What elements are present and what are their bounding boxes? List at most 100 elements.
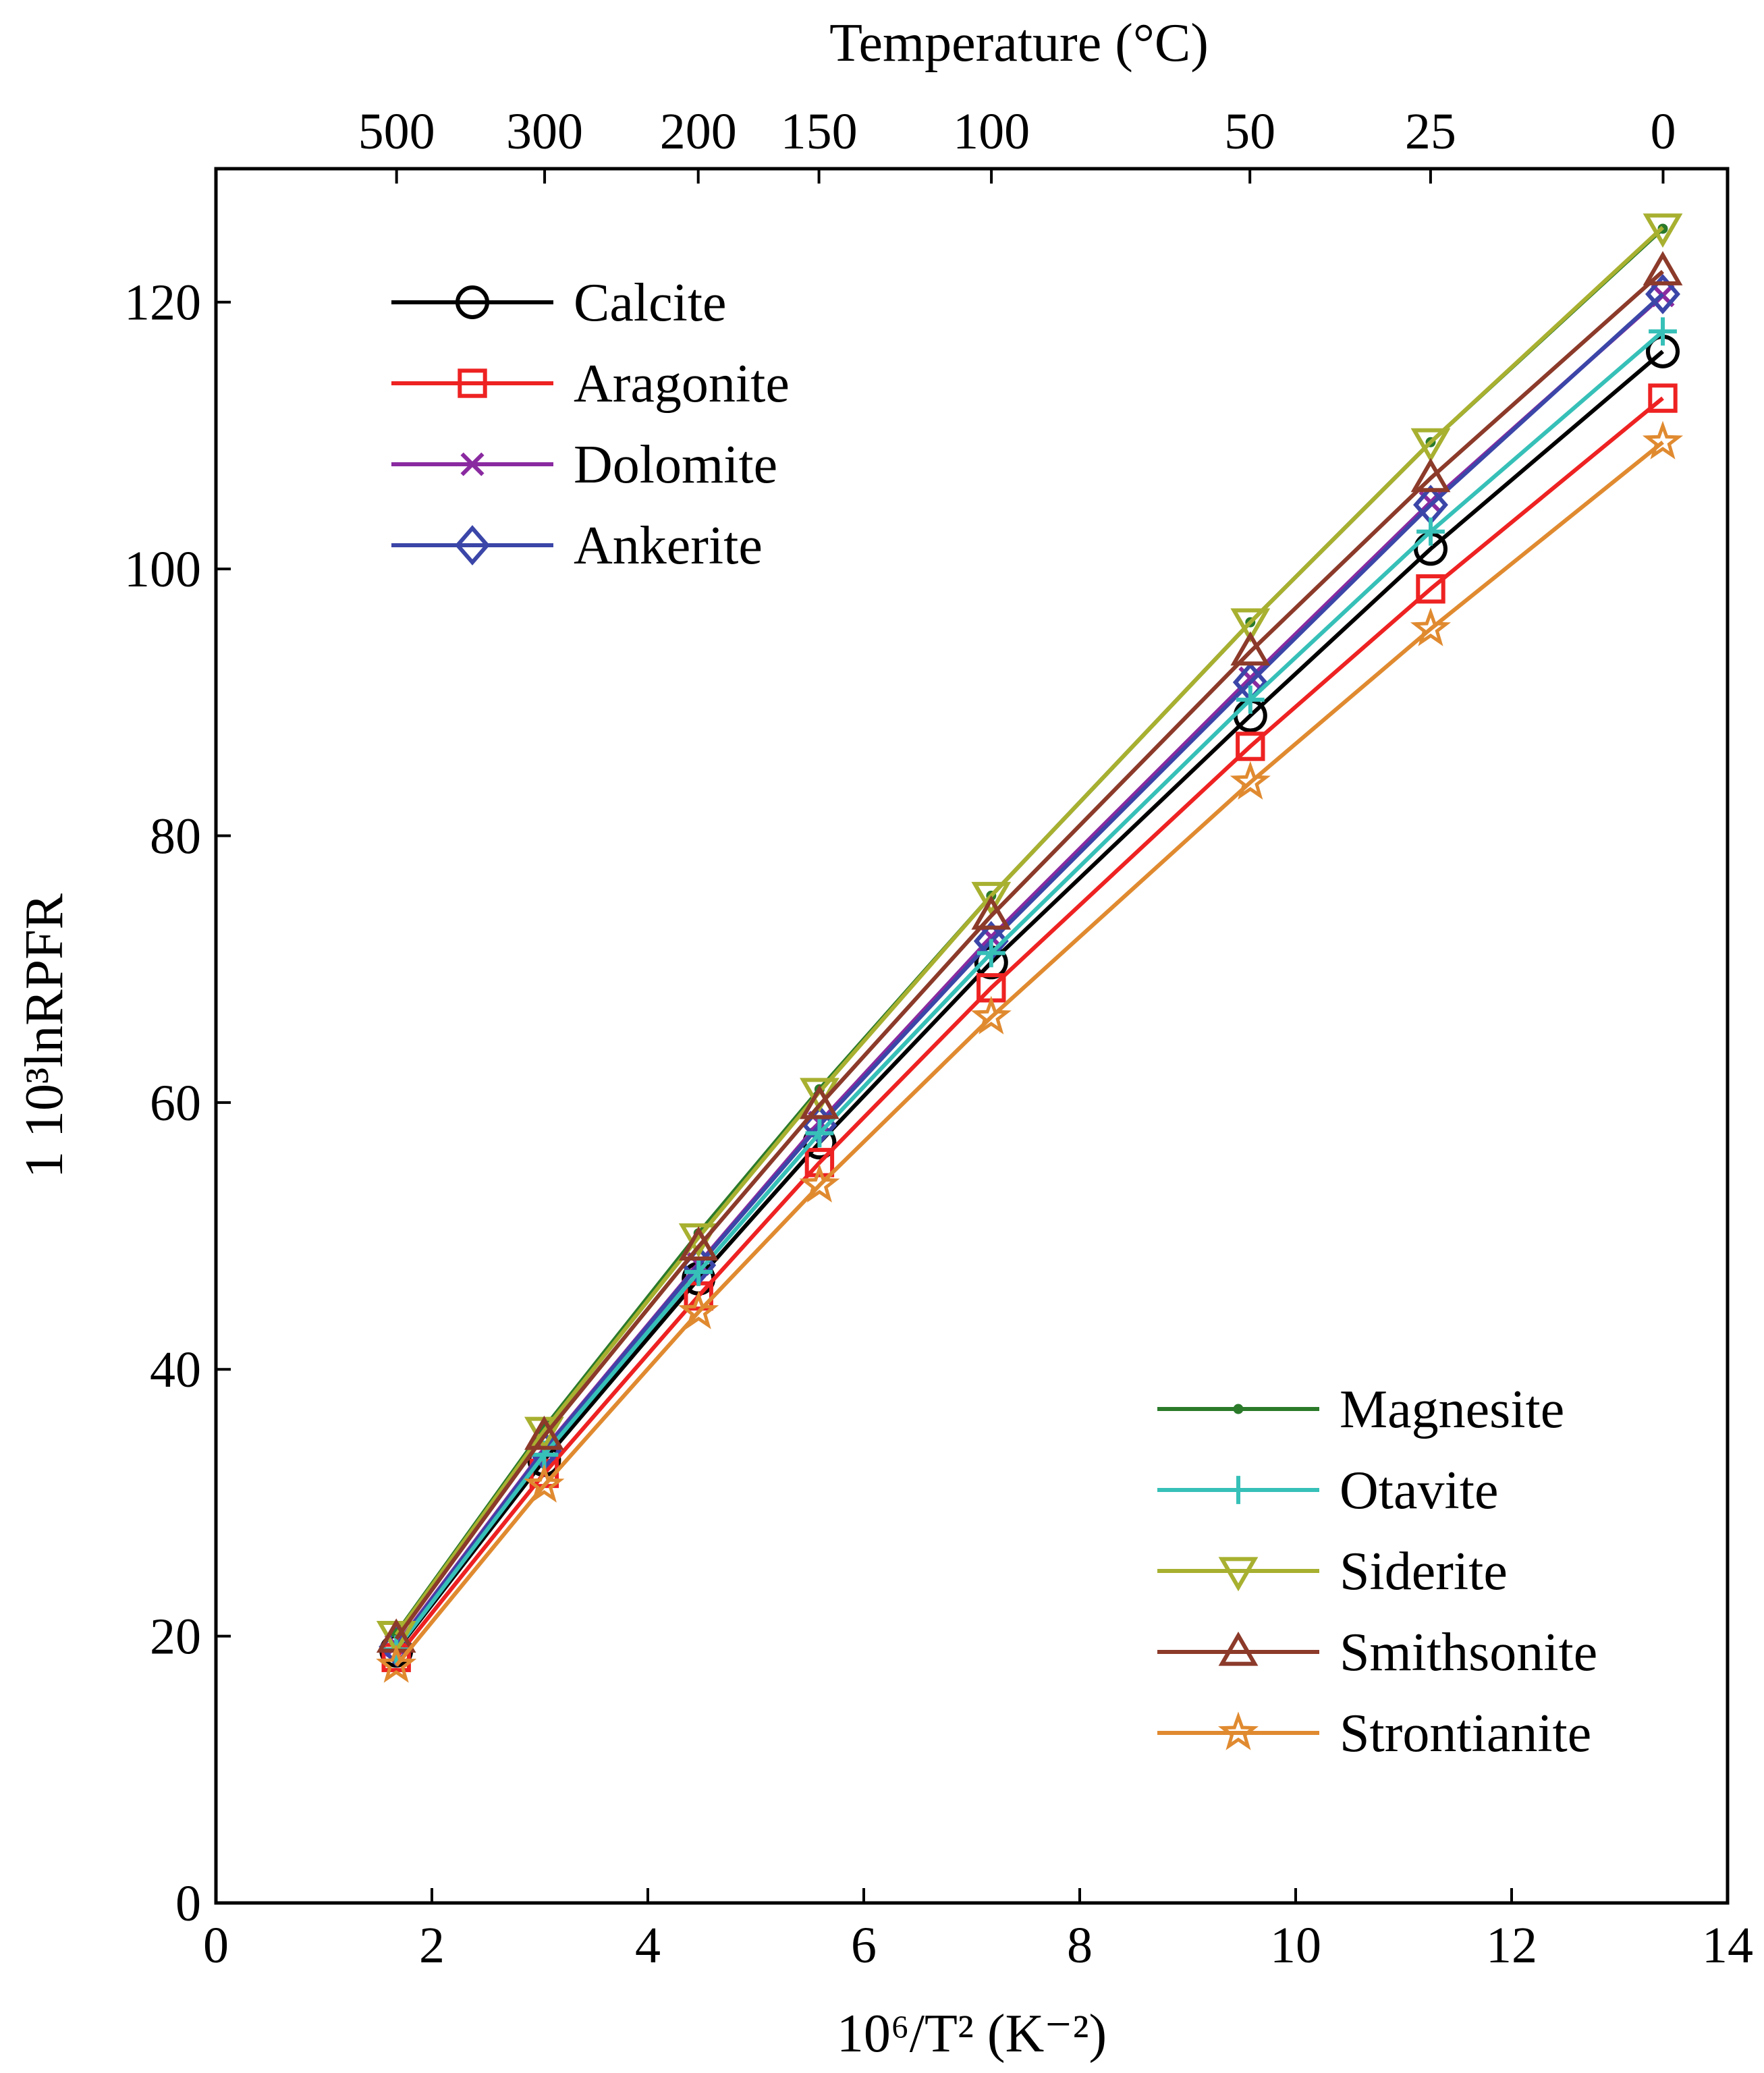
data-point-smithsonite-5 xyxy=(1230,631,1271,666)
data-point-otavite-6 xyxy=(1416,517,1445,546)
series-layer xyxy=(376,213,1684,1683)
data-point-strontianite-7 xyxy=(1642,420,1684,460)
data-point-strontianite-4 xyxy=(970,995,1012,1034)
legend-entry-ankerite: Ankerite xyxy=(391,516,763,576)
top-tick-label: 200 xyxy=(660,103,737,160)
top-tick-label: 500 xyxy=(358,103,435,160)
y-tick-label: 60 xyxy=(150,1075,201,1132)
data-point-aragonite-7 xyxy=(1648,383,1678,413)
series-smithsonite xyxy=(376,251,1683,1653)
y-tick-label: 20 xyxy=(150,1609,201,1665)
x-tick-label: 4 xyxy=(635,1917,661,1974)
legend-entry-aragonite: Aragonite xyxy=(391,354,790,414)
data-point-strontianite-6 xyxy=(1410,607,1452,646)
legend-entry-magnesite: Magnesite xyxy=(1157,1380,1564,1439)
y-axis-title: 1 10³lnRPFR xyxy=(15,893,74,1178)
series-line-smithsonite xyxy=(394,269,1664,1640)
top-tick-label: 100 xyxy=(953,103,1030,160)
data-point-otavite-7 xyxy=(1649,317,1677,346)
legend-entry-calcite: Calcite xyxy=(391,273,727,333)
legend-marker-aragonite xyxy=(458,368,487,398)
legend-label-magnesite: Magnesite xyxy=(1340,1380,1564,1439)
data-point-siderite-4 xyxy=(971,881,1012,916)
data-point-strontianite-3 xyxy=(799,1163,840,1203)
legend-marker-otavite xyxy=(1224,1476,1252,1504)
data-point-smithsonite-3 xyxy=(799,1084,839,1120)
legend-entry-siderite: Siderite xyxy=(1157,1542,1508,1601)
y-tick-label: 80 xyxy=(150,808,201,864)
top-tick-label: 300 xyxy=(506,103,583,160)
data-point-siderite-5 xyxy=(1230,608,1271,643)
legend-entry-smithsonite: Smithsonite xyxy=(1157,1623,1597,1682)
data-point-otavite-3 xyxy=(805,1119,834,1148)
data-point-otavite-2 xyxy=(684,1258,713,1286)
series-line-ankerite xyxy=(394,292,1665,1649)
series-line-otavite xyxy=(394,329,1664,1651)
x-axis-title: 10⁶/T² (K⁻²) xyxy=(837,2004,1107,2064)
y-tick-label: 40 xyxy=(150,1342,201,1398)
data-point-strontianite-2 xyxy=(678,1290,719,1329)
top-tick-label: 0 xyxy=(1650,103,1676,160)
legend-label-aragonite: Aragonite xyxy=(574,354,790,414)
y-tick-label: 100 xyxy=(124,541,201,598)
x-tick-label: 6 xyxy=(851,1917,877,1974)
top-tick-label: 150 xyxy=(781,103,858,160)
legend-label-smithsonite: Smithsonite xyxy=(1340,1623,1597,1682)
data-point-ankerite-7 xyxy=(1645,273,1680,314)
top-axis-title: Temperature (°C) xyxy=(829,13,1209,73)
legend-label-ankerite: Ankerite xyxy=(574,516,763,576)
legend-marker-smithsonite xyxy=(1218,1631,1259,1666)
data-point-siderite-7 xyxy=(1643,213,1683,248)
legend-marker-ankerite xyxy=(455,525,490,565)
legend-top-left: Calcite Aragonite Dolomite Ankerite xyxy=(391,273,790,576)
plot-frame xyxy=(214,167,1730,1905)
ticks-layer xyxy=(215,169,1729,1904)
legend-label-calcite: Calcite xyxy=(574,273,727,333)
x-tick-label: 10 xyxy=(1270,1917,1321,1974)
y-tick-label: 120 xyxy=(124,275,201,331)
top-tick-label: 25 xyxy=(1405,103,1456,160)
x-tick-label: 0 xyxy=(203,1917,229,1974)
legend-entry-dolomite: Dolomite xyxy=(391,435,777,495)
legend-label-strontianite: Strontianite xyxy=(1340,1704,1591,1763)
legend-layer: Calcite Aragonite Dolomite Ankerite Magnesit… xyxy=(391,273,1597,1763)
y-tick-label: 0 xyxy=(175,1875,201,1932)
x-tick-label: 2 xyxy=(419,1917,445,1974)
series-line-dolomite xyxy=(394,294,1664,1647)
data-point-siderite-6 xyxy=(1410,428,1451,463)
series-line-calcite xyxy=(394,350,1664,1653)
data-point-smithsonite-7 xyxy=(1643,251,1683,285)
data-point-aragonite-5 xyxy=(1236,731,1265,761)
data-point-otavite-5 xyxy=(1236,685,1265,714)
legend-label-siderite: Siderite xyxy=(1340,1542,1508,1601)
data-point-smithsonite-6 xyxy=(1410,458,1451,493)
legend-bottom-right: Magnesite Otavite Siderite Smithsonite Stron… xyxy=(1157,1380,1597,1763)
legend-marker-dolomite xyxy=(460,452,485,476)
data-point-strontianite-0 xyxy=(376,1644,417,1683)
legend-label-otavite: Otavite xyxy=(1340,1461,1498,1520)
legend-marker-calcite xyxy=(456,285,489,319)
legend-marker-siderite xyxy=(1218,1557,1259,1592)
x-tick-label: 14 xyxy=(1702,1917,1753,1974)
x-tick-label: 12 xyxy=(1486,1917,1537,1974)
legend-marker-strontianite xyxy=(1217,1711,1259,1750)
series-line-siderite xyxy=(394,225,1665,1636)
legend-entry-strontianite: Strontianite xyxy=(1157,1704,1591,1763)
data-point-strontianite-1 xyxy=(524,1464,565,1503)
data-point-aragonite-6 xyxy=(1416,574,1445,604)
x-tick-label: 8 xyxy=(1067,1917,1093,1974)
legend-entry-otavite: Otavite xyxy=(1157,1461,1498,1520)
series-line-aragonite xyxy=(394,396,1664,1659)
data-point-smithsonite-1 xyxy=(524,1415,564,1450)
series-line-strontianite xyxy=(394,440,1664,1667)
data-point-aragonite-3 xyxy=(804,1148,835,1178)
data-point-smithsonite-2 xyxy=(678,1226,719,1261)
data-point-strontianite-5 xyxy=(1230,761,1271,800)
top-tick-label: 50 xyxy=(1224,103,1275,160)
series-strontianite xyxy=(376,420,1684,1683)
legend-marker-magnesite xyxy=(1233,1404,1244,1414)
data-point-smithsonite-4 xyxy=(971,895,1012,930)
legend-label-dolomite: Dolomite xyxy=(574,435,777,495)
